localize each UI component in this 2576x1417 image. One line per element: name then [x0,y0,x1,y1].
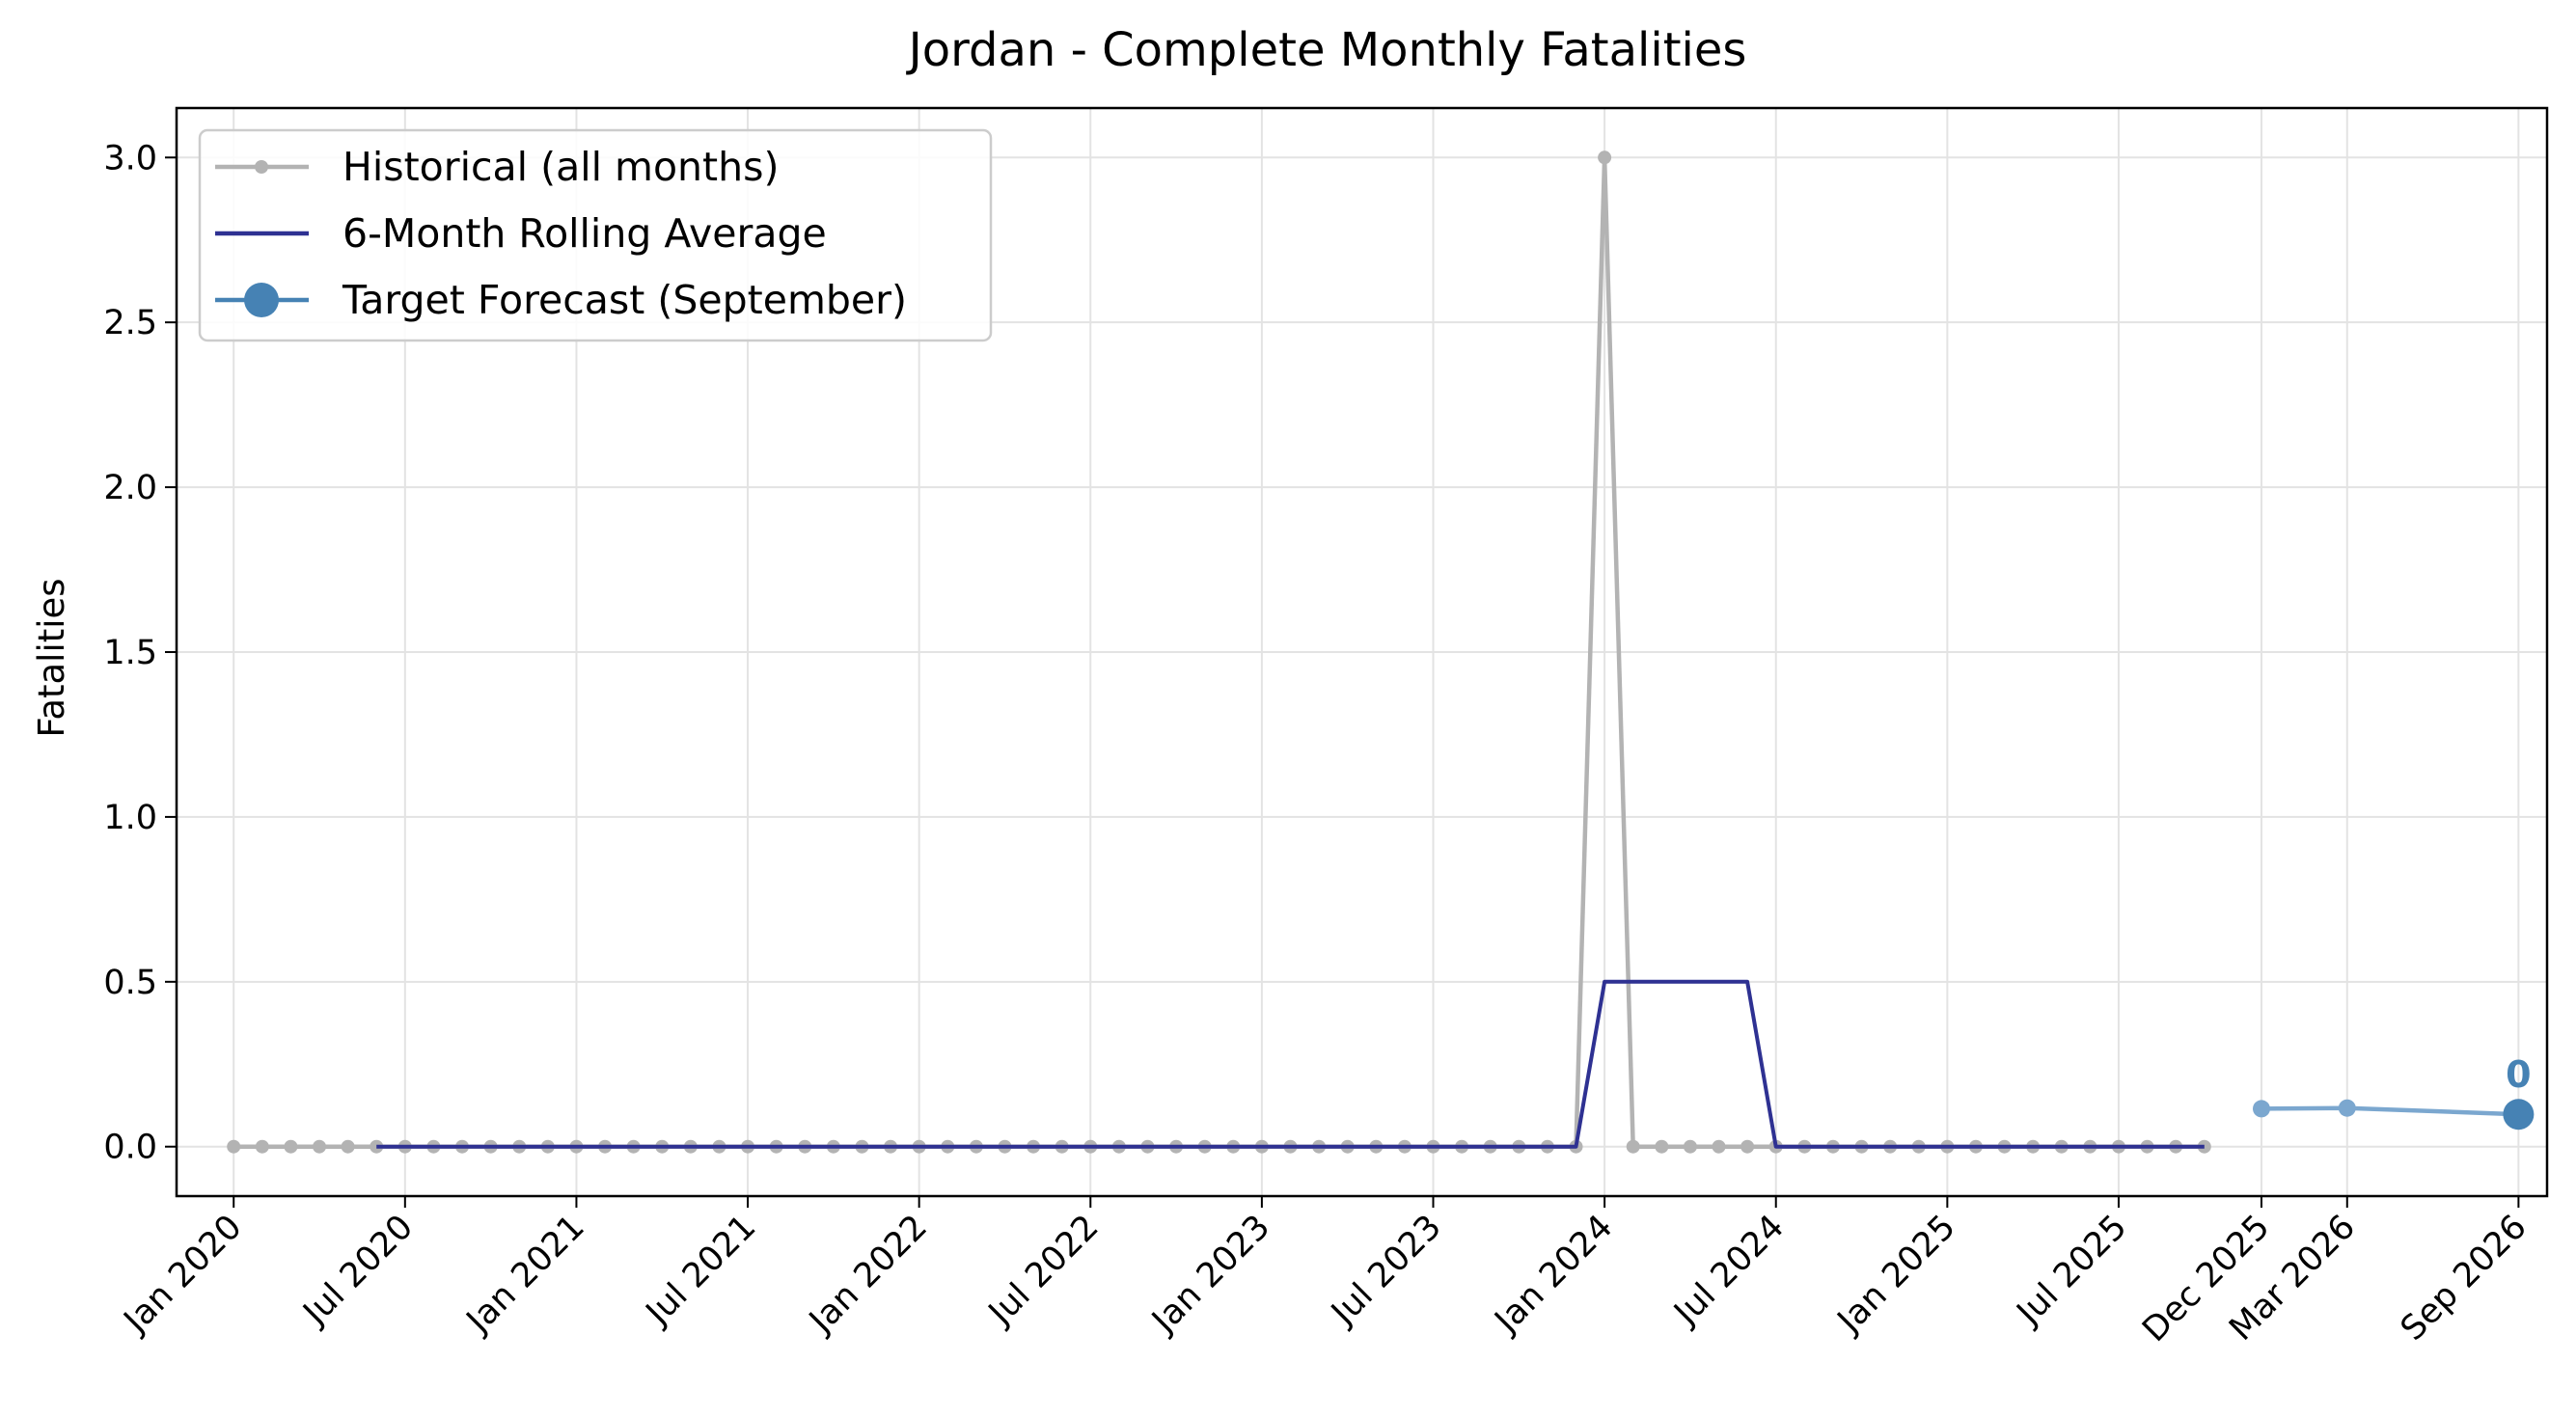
plot-frame [175,106,2549,1198]
y-tick-label-3: 1.5 [103,634,157,672]
legend-marker-0 [255,160,268,174]
y-tick-label-2: 1.0 [103,799,157,837]
y-tick-label-1: 0.5 [103,964,157,1002]
series-0-point-0 [227,1139,241,1154]
y-tick-label-4: 2.0 [103,469,157,507]
series-0-point-2 [284,1139,298,1154]
series-0-point-49 [1626,1139,1640,1154]
y-axis-label: Fatalities [31,578,72,737]
series-0-point-4 [341,1139,355,1154]
series-0-point-51 [1683,1139,1697,1154]
y-tick-label-5: 2.5 [103,304,157,342]
series-2-point-1 [2338,1099,2356,1117]
y-tick-label-0: 0.0 [103,1129,157,1167]
series-3-annotation: 0 [2506,1053,2531,1096]
legend-box [198,128,993,342]
annotation-layer: 0 [2506,1053,2531,1096]
series-3-point-0 [2503,1099,2535,1131]
series-0-point-53 [1740,1139,1755,1154]
legend-label-1: 6-Month Rolling Average [343,210,827,257]
legend-label-2: Target Forecast (September) [342,277,907,323]
y-tick-label-6: 3.0 [103,139,157,177]
chart-title: Jordan - Complete Monthly Fatalities [906,23,1747,77]
legend-label-0: Historical (all months) [343,144,779,190]
series-layer [227,150,2535,1154]
series-0-point-52 [1712,1139,1726,1154]
series-1-line [376,979,2205,1149]
series-2-point-0 [2252,1100,2270,1118]
legend-marker-2 [244,283,279,317]
series-0-point-1 [255,1139,269,1154]
series-0-point-48 [1598,150,1612,165]
series-0-point-50 [1655,1139,1669,1154]
legend: Historical (all months) 6-Month Rolling A… [198,128,993,342]
series-0-point-3 [313,1139,327,1154]
